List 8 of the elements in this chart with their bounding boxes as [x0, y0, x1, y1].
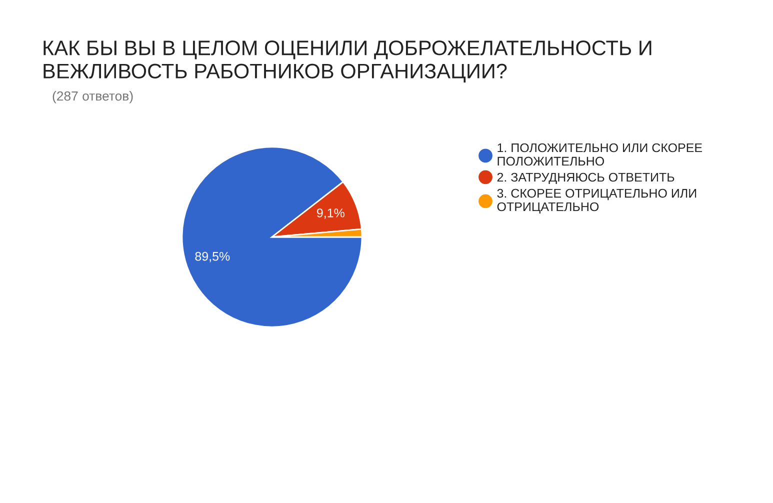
data-label: 89,5%: [195, 252, 230, 262]
chart-title: КАК БЫ ВЫ В ЦЕЛОМ ОЦЕНИЛИ ДОБРОЖЕЛАТЕЛЬНОСТЬ И ВЕЖЛИВОСТЬ РАБОТНИКОВ ОРГАНИЗАЦИИ?: [44, 40, 652, 82]
pie-slice: [181, 146, 363, 328]
legend-label: 1. ПОЛОЖИТЕЛЬНО ИЛИ СКОРЕЕ ПОЛОЖИТЕЛЬНО: [498, 143, 702, 166]
legend-label: 3. СКОРЕЕ ОТРИЦАТЕЛЬНО ИЛИ ОТРИЦАТЕЛЬНО: [497, 188, 696, 214]
legend-label: 2. ЗАТРУДНЯЮСЬ ОТВЕТИТЬ: [497, 172, 674, 184]
chart-subtitle: (287 ответов): [52, 91, 133, 104]
data-label: 9,1%: [316, 208, 344, 219]
